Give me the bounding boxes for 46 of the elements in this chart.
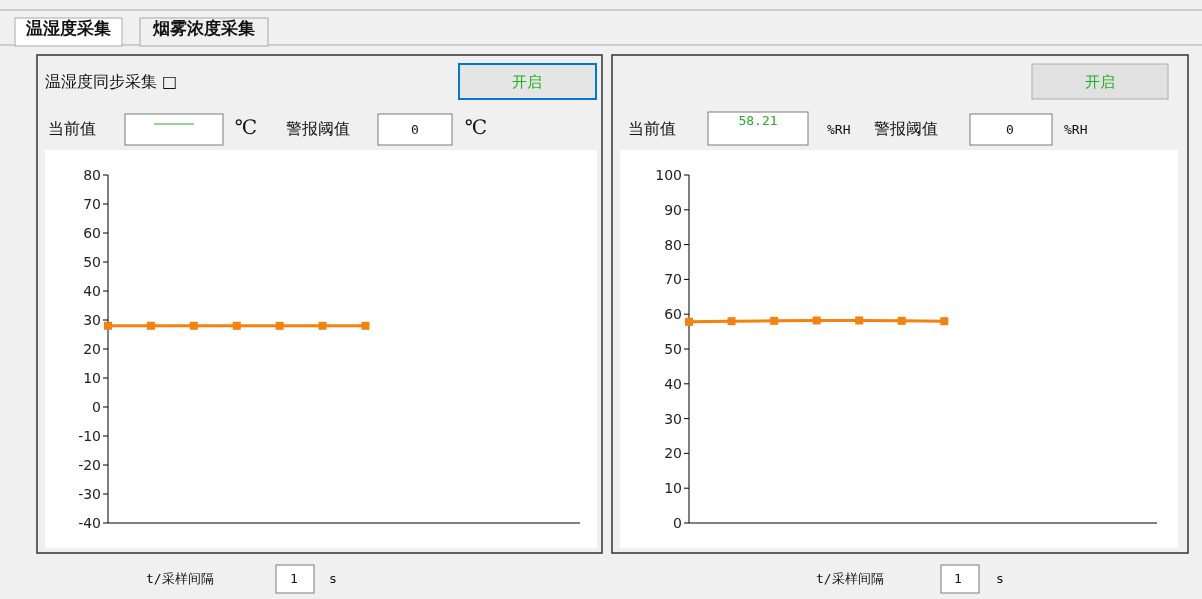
y-tick-label: 50 (83, 254, 101, 270)
y-tick-label: 80 (83, 167, 101, 183)
text: s (329, 571, 337, 586)
text: 警报阈值 (286, 119, 350, 138)
text: ℃ (464, 115, 488, 139)
y-tick-label: 90 (664, 201, 682, 218)
y-tick-label: 80 (664, 236, 682, 253)
y-tick-label: 30 (83, 312, 101, 328)
text: 当前值 (628, 119, 676, 138)
y-tick-label: 10 (83, 370, 101, 386)
y-tick-label: 10 (664, 480, 682, 497)
y-tick-label: 70 (83, 196, 101, 212)
text: 警报阈值 (874, 119, 938, 138)
y-tick-label: 50 (664, 341, 682, 357)
text: 1 (290, 571, 298, 586)
text: 1 (954, 571, 962, 586)
text: %RH (827, 122, 851, 137)
text: 温湿度采集 (24, 18, 111, 38)
y-tick-label: 30 (664, 410, 682, 427)
y-tick-label: -30 (78, 486, 101, 502)
text: t/采样间隔 (816, 571, 884, 586)
y-tick-label: 0 (673, 515, 682, 531)
y-tick-label: 40 (83, 283, 101, 299)
text: 当前值 (48, 119, 96, 138)
y-tick-label: 0 (92, 399, 101, 415)
y-tick-label: 20 (664, 445, 682, 462)
text: 烟雾浓度采集 (152, 18, 255, 38)
text: 开启 (1085, 73, 1115, 91)
y-tick-label: 40 (664, 375, 682, 392)
text: s (996, 571, 1004, 586)
y-tick-label: 60 (83, 225, 101, 241)
text: t/采样间隔 (146, 571, 214, 586)
text: 58.21 (738, 113, 778, 128)
text: %RH (1064, 122, 1088, 137)
text: 0 (411, 122, 419, 137)
text: ℃ (234, 115, 258, 139)
y-tick-label: 60 (664, 306, 682, 323)
text: 开启 (512, 73, 542, 91)
text: 温湿度同步采集 □ (45, 72, 178, 91)
y-tick-label: 20 (83, 341, 101, 357)
y-tick-label: -10 (78, 428, 101, 444)
y-tick-label: 70 (664, 271, 682, 288)
y-tick-label: -40 (78, 515, 101, 531)
y-tick-label: -20 (78, 457, 101, 473)
text: 0 (1006, 122, 1014, 137)
y-tick-label: 100 (655, 167, 682, 183)
